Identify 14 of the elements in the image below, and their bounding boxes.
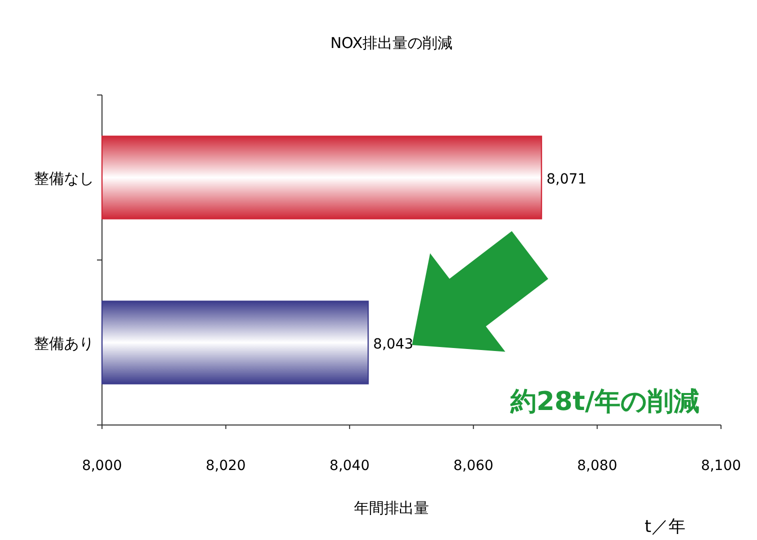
x-tick-label: 8,080 (577, 458, 618, 474)
y-tick-label: 整備なし (34, 170, 94, 188)
x-tick-label: 8,100 (700, 458, 742, 474)
x-tick-label: 8,060 (453, 458, 494, 474)
data-label: 8,071 (546, 172, 587, 188)
annotation: 約28t/年の削減 (509, 387, 700, 417)
x-tick-label: 8,020 (206, 458, 246, 474)
x-axis-title: 年間排出量 (354, 499, 429, 517)
y-tick-label: 整備あり (34, 334, 94, 352)
x-tick-label: 8,000 (82, 458, 122, 474)
chart-title: NOX排出量の削減 (330, 34, 453, 52)
x-tick-label: 8,040 (330, 458, 370, 474)
text: t／年 (644, 517, 686, 537)
data-label: 8,043 (373, 336, 414, 352)
